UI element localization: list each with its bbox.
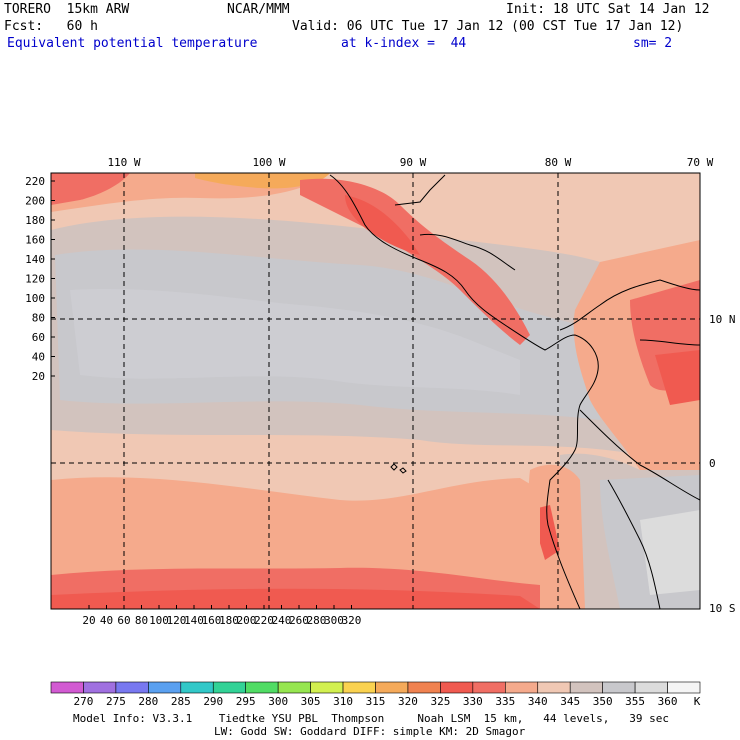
colorbar-swatch bbox=[634, 681, 668, 694]
lon-label-110w: 110 W bbox=[107, 156, 140, 169]
smoothing-info: sm= 2 bbox=[633, 36, 673, 51]
y-tick-label: 200 bbox=[25, 195, 45, 208]
colorbar-swatch bbox=[440, 681, 474, 694]
colorbar-swatch bbox=[245, 681, 279, 694]
x-tick-label: 300 bbox=[324, 614, 344, 627]
colorbar-value: 300 bbox=[268, 695, 289, 708]
colorbar-swatch bbox=[310, 681, 344, 694]
colorbar-swatch bbox=[212, 681, 247, 694]
colorbar-swatch bbox=[83, 681, 117, 694]
x-tick-label: 220 bbox=[254, 614, 274, 627]
theta-e-field bbox=[51, 173, 700, 609]
colorbar-swatch bbox=[375, 681, 409, 694]
colorbar-swatch bbox=[180, 681, 214, 694]
lat-label-0: 0 bbox=[709, 457, 716, 470]
y-tick-labels: 220 200 180 160 140 120 100 80 60 40 20 bbox=[25, 175, 45, 383]
footer-physics-info: LW: Godd SW: Goddard DIFF: simple KM: 2D… bbox=[214, 725, 526, 738]
colorbar-swatch bbox=[50, 681, 84, 694]
lat-label-10s: 10 S bbox=[709, 602, 736, 615]
y-tick-label: 120 bbox=[25, 273, 45, 286]
field-name: Equivalent potential temperature bbox=[7, 36, 258, 51]
organization: NCAR/MMM bbox=[227, 2, 290, 17]
colorbar-value: 335 bbox=[495, 695, 516, 708]
colorbar-unit: K bbox=[693, 695, 701, 708]
lon-label-70w: 70 W bbox=[687, 156, 714, 169]
x-tick-label: 240 bbox=[272, 614, 292, 627]
init-time: Init: 18 UTC Sat 14 Jan 12 bbox=[506, 2, 710, 17]
forecast-hour: Fcst: 60 h bbox=[4, 19, 98, 34]
x-tick-label: 20 bbox=[82, 614, 95, 627]
model-name: TORERO 15km ARW bbox=[4, 2, 130, 17]
y-tick-label: 100 bbox=[25, 292, 45, 305]
y-tick-label: 180 bbox=[25, 214, 45, 227]
colorbar-swatch bbox=[504, 681, 539, 694]
colorbar-value: 305 bbox=[300, 695, 321, 708]
x-tick-labels: 20 40 60 80 10012014016018020022024026028030… bbox=[82, 614, 361, 627]
lat-label-10n: 10 N bbox=[709, 313, 736, 326]
x-tick-label: 280 bbox=[307, 614, 327, 627]
colorbar-swatch bbox=[115, 681, 149, 694]
graticule bbox=[51, 173, 700, 609]
y-tick-label: 220 bbox=[25, 175, 45, 188]
x-tick-label: 140 bbox=[184, 614, 204, 627]
axis-ticks bbox=[51, 180, 352, 609]
colorbar-value: 330 bbox=[462, 695, 483, 708]
colorbar-swatch bbox=[407, 681, 441, 694]
x-tick-label: 60 bbox=[117, 614, 130, 627]
colorbar-value: 355 bbox=[625, 695, 646, 708]
colorbar-value: 275 bbox=[105, 695, 126, 708]
colorbar-swatch bbox=[569, 681, 603, 694]
level-info: at k-index = 44 bbox=[341, 36, 467, 51]
y-tick-label: 140 bbox=[25, 253, 45, 266]
lon-label-80w: 80 W bbox=[545, 156, 572, 169]
colorbar-value: 325 bbox=[430, 695, 451, 708]
colorbar-swatch bbox=[342, 681, 376, 694]
colorbar-swatch bbox=[472, 681, 506, 694]
y-tick-label: 80 bbox=[32, 312, 45, 325]
colorbar-value: 320 bbox=[398, 695, 418, 708]
colorbar-value: 280 bbox=[138, 695, 159, 708]
x-tick-label: 260 bbox=[289, 614, 309, 627]
valid-time: Valid: 06 UTC Tue 17 Jan 12 (00 CST Tue … bbox=[292, 19, 684, 34]
x-tick-label: 120 bbox=[167, 614, 187, 627]
colorbar-value: 345 bbox=[560, 695, 581, 708]
footer-model-info: Model Info: V3.3.1 Tiedtke YSU PBL Thomp… bbox=[73, 712, 670, 725]
x-tick-label: 80 bbox=[135, 614, 148, 627]
colorbar bbox=[50, 681, 701, 694]
colorbar-value: 340 bbox=[527, 695, 548, 708]
colorbar-value: 290 bbox=[203, 695, 224, 708]
colorbar-swatch bbox=[667, 681, 701, 694]
y-tick-label: 60 bbox=[32, 331, 45, 344]
colorbar-value: 315 bbox=[365, 695, 386, 708]
lon-label-90w: 90 W bbox=[400, 156, 427, 169]
colorbar-value: 350 bbox=[592, 695, 613, 708]
colorbar-value: 310 bbox=[333, 695, 353, 708]
colorbar-value: 270 bbox=[73, 695, 94, 708]
colorbar-value: 360 bbox=[657, 695, 678, 708]
x-tick-label: 40 bbox=[100, 614, 113, 627]
y-tick-label: 40 bbox=[32, 351, 45, 364]
colorbar-swatch bbox=[537, 681, 571, 694]
colorbar-swatch bbox=[277, 681, 311, 694]
x-tick-label: 100 bbox=[149, 614, 169, 627]
colorbar-value: 295 bbox=[235, 695, 256, 708]
y-tick-label: 20 bbox=[32, 370, 45, 383]
plot-frame bbox=[50, 172, 701, 610]
x-tick-label: 200 bbox=[237, 614, 257, 627]
colorbar-value: 285 bbox=[170, 695, 191, 708]
x-tick-label: 180 bbox=[219, 614, 239, 627]
colorbar-swatch bbox=[148, 681, 182, 694]
coastlines bbox=[329, 174, 701, 610]
y-tick-label: 160 bbox=[25, 234, 45, 247]
colorbar-swatch bbox=[602, 681, 636, 694]
x-tick-label: 160 bbox=[202, 614, 222, 627]
lon-label-100w: 100 W bbox=[252, 156, 285, 169]
x-tick-label: 320 bbox=[342, 614, 362, 627]
